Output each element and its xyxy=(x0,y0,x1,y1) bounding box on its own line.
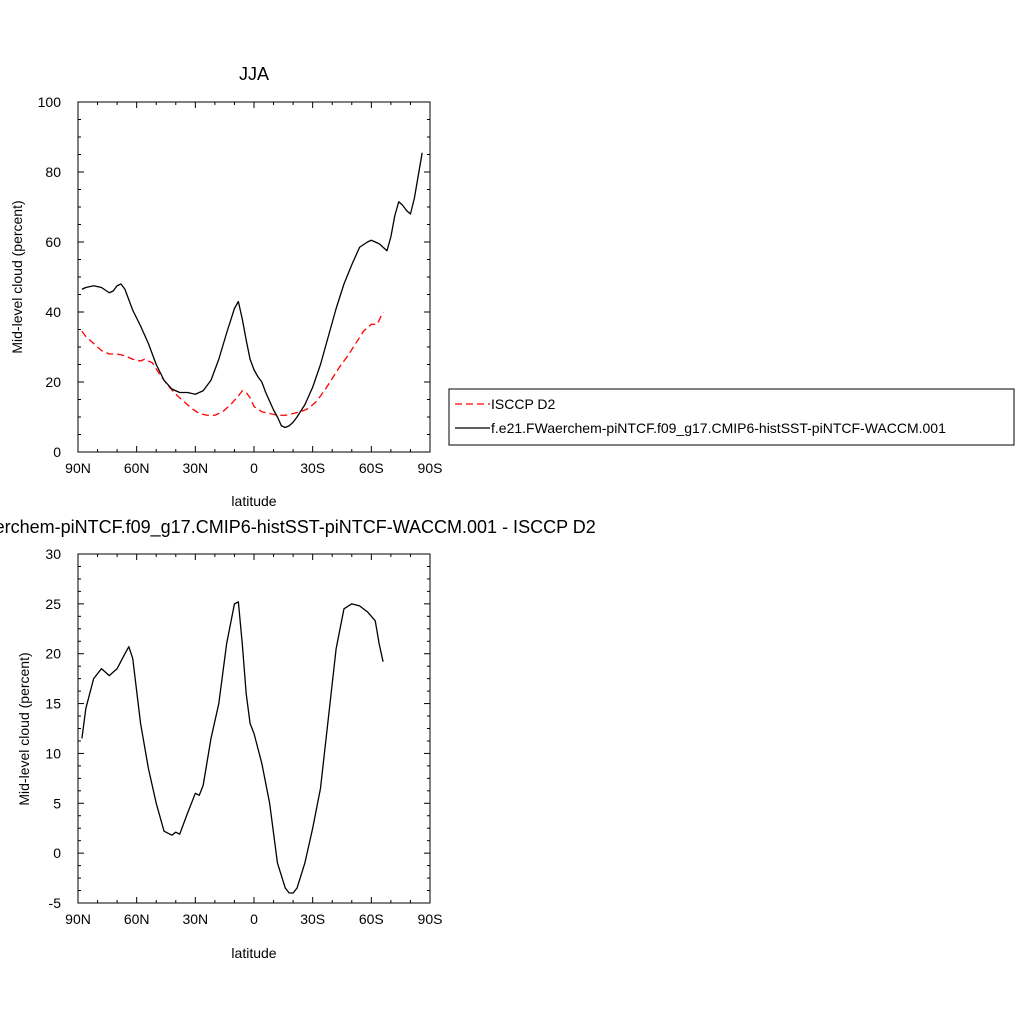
bottom-y-tick-label: 20 xyxy=(45,646,61,662)
bottom-x-tick-label: 30S xyxy=(300,911,325,927)
bottom-y-tick-label: 30 xyxy=(45,546,61,562)
x-axis-label-top: latitude xyxy=(231,493,276,509)
top-x-tick-label: 30N xyxy=(182,460,208,476)
bottom-y-tick-label: 25 xyxy=(45,596,61,612)
bottom-x-tick-label: 0 xyxy=(250,911,258,927)
y-axis-label-top: Mid-level cloud (percent) xyxy=(9,200,25,353)
legend: ISCCP D2 f.e21.FWaerchem-piNTCF.f09_g17.… xyxy=(448,388,1015,446)
top-x-tick-label: 0 xyxy=(250,460,258,476)
bottom-x-tick-label: 90N xyxy=(65,911,91,927)
legend-label-model: f.e21.FWaerchem-piNTCF.f09_g17.CMIP6-his… xyxy=(491,420,946,436)
chart-title-bottom: f.e21.FWaerchem-piNTCF.f09_g17.CMIP6-his… xyxy=(0,517,596,538)
x-axis-label-bottom: latitude xyxy=(231,945,276,961)
bottom-y-tick-label: 5 xyxy=(53,795,61,811)
bottom-y-tick-label: -5 xyxy=(49,895,62,911)
bottom-series-layer xyxy=(81,601,384,894)
chart-panel-top: JJA 90N 60N 30N 0 30S 60S 90S 0 20 40 60 80 100 lati… xyxy=(9,64,1015,509)
top-series-layer xyxy=(81,152,423,429)
plot-frame-top xyxy=(77,101,431,453)
bottom-x-tick-label: 60N xyxy=(124,911,150,927)
top-x-tick-label: 90N xyxy=(65,460,91,476)
top-x-tick-label: 90S xyxy=(418,460,443,476)
top-y-tick-label: 20 xyxy=(45,374,61,390)
bottom-series-line-0 xyxy=(81,601,384,894)
legend-label-isccp: ISCCP D2 xyxy=(491,396,556,412)
bottom-x-tick-label: 30N xyxy=(182,911,208,927)
top-y-tick-label: 0 xyxy=(53,444,61,460)
top-series-line-1 xyxy=(81,152,423,429)
top-series-line-0 xyxy=(81,311,384,416)
bottom-y-tick-label: 15 xyxy=(45,696,61,712)
plot-frame-bottom xyxy=(77,553,431,904)
top-y-tick-label: 40 xyxy=(45,304,61,320)
legend-box xyxy=(448,388,1015,446)
y-axis-label-bottom: Mid-level cloud (percent) xyxy=(16,652,32,805)
bottom-y-tick-label: 0 xyxy=(53,845,61,861)
top-y-tick-label: 100 xyxy=(38,94,62,110)
top-x-tick-label: 60N xyxy=(124,460,150,476)
bottom-x-tick-label: 60S xyxy=(359,911,384,927)
top-y-tick-label: 60 xyxy=(45,234,61,250)
bottom-y-tick-label: 10 xyxy=(45,745,61,761)
bottom-x-tick-label: 90S xyxy=(418,911,443,927)
top-ticks-layer: 90N 60N 30N 0 30S 60S 90S 0 20 40 60 80 100 xyxy=(38,94,443,476)
top-x-tick-label: 30S xyxy=(300,460,325,476)
chart-panel-bottom: f.e21.FWaerchem-piNTCF.f09_g17.CMIP6-his… xyxy=(0,517,596,961)
top-x-tick-label: 60S xyxy=(359,460,384,476)
top-y-tick-label: 80 xyxy=(45,164,61,180)
chart-title-top: JJA xyxy=(239,64,269,84)
